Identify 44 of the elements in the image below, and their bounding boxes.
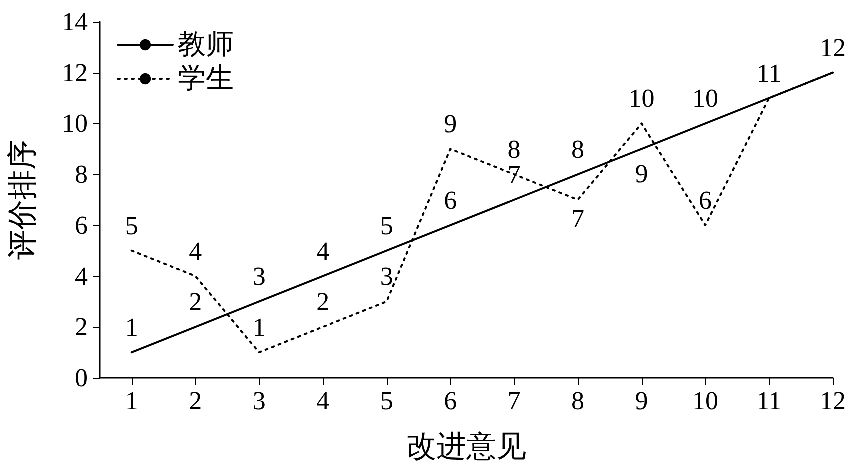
- data-label: 4: [189, 236, 202, 266]
- data-label: 6: [444, 186, 458, 215]
- y-tick-label: 8: [75, 160, 88, 190]
- data-label: 12: [820, 33, 846, 62]
- data-label: 5: [380, 211, 394, 240]
- data-label: 1: [252, 313, 266, 342]
- data-label: 2: [189, 288, 202, 317]
- x-tick-label: 7: [508, 386, 521, 416]
- data-label: 9: [635, 160, 648, 189]
- data-label: 2: [316, 288, 330, 317]
- x-tick-label: 10: [692, 386, 719, 416]
- data-label: 3: [380, 262, 394, 292]
- x-tick-label: 12: [820, 386, 846, 416]
- data-label: 4: [316, 236, 330, 266]
- y-tick-label: 0: [75, 364, 88, 392]
- x-tick-label: 6: [444, 386, 458, 416]
- data-label: 5: [125, 211, 138, 240]
- x-tick-label: 9: [635, 386, 648, 416]
- x-axis-title: 改进意见: [406, 430, 526, 464]
- x-tick-label: 1: [125, 386, 138, 416]
- y-tick-label: 12: [62, 58, 88, 88]
- data-label: 10: [628, 84, 655, 114]
- data-label: 6: [699, 186, 712, 215]
- y-axis-title: 评价排序: [6, 140, 40, 260]
- y-tick-label: 6: [75, 210, 88, 240]
- x-tick-label: 4: [316, 386, 330, 416]
- data-label: 1: [125, 313, 138, 342]
- y-tick-label: 2: [75, 312, 88, 342]
- x-tick-label: 2: [189, 386, 202, 416]
- legend-label: 教师: [178, 30, 234, 60]
- y-tick-label: 4: [75, 262, 88, 291]
- data-label: 10: [692, 84, 719, 114]
- x-tick-label: 8: [572, 386, 585, 416]
- x-tick-label: 3: [252, 386, 266, 416]
- data-label: 9: [444, 110, 458, 139]
- data-label: 3: [252, 262, 266, 292]
- y-tick-label: 14: [62, 8, 88, 36]
- data-label: 11: [756, 58, 782, 88]
- data-label: 7: [572, 204, 585, 234]
- legend-label: 学生: [178, 64, 234, 94]
- x-tick-label: 11: [756, 386, 782, 416]
- x-tick-label: 5: [380, 386, 394, 416]
- data-label: 8: [572, 135, 585, 164]
- y-tick-label: 10: [62, 109, 88, 138]
